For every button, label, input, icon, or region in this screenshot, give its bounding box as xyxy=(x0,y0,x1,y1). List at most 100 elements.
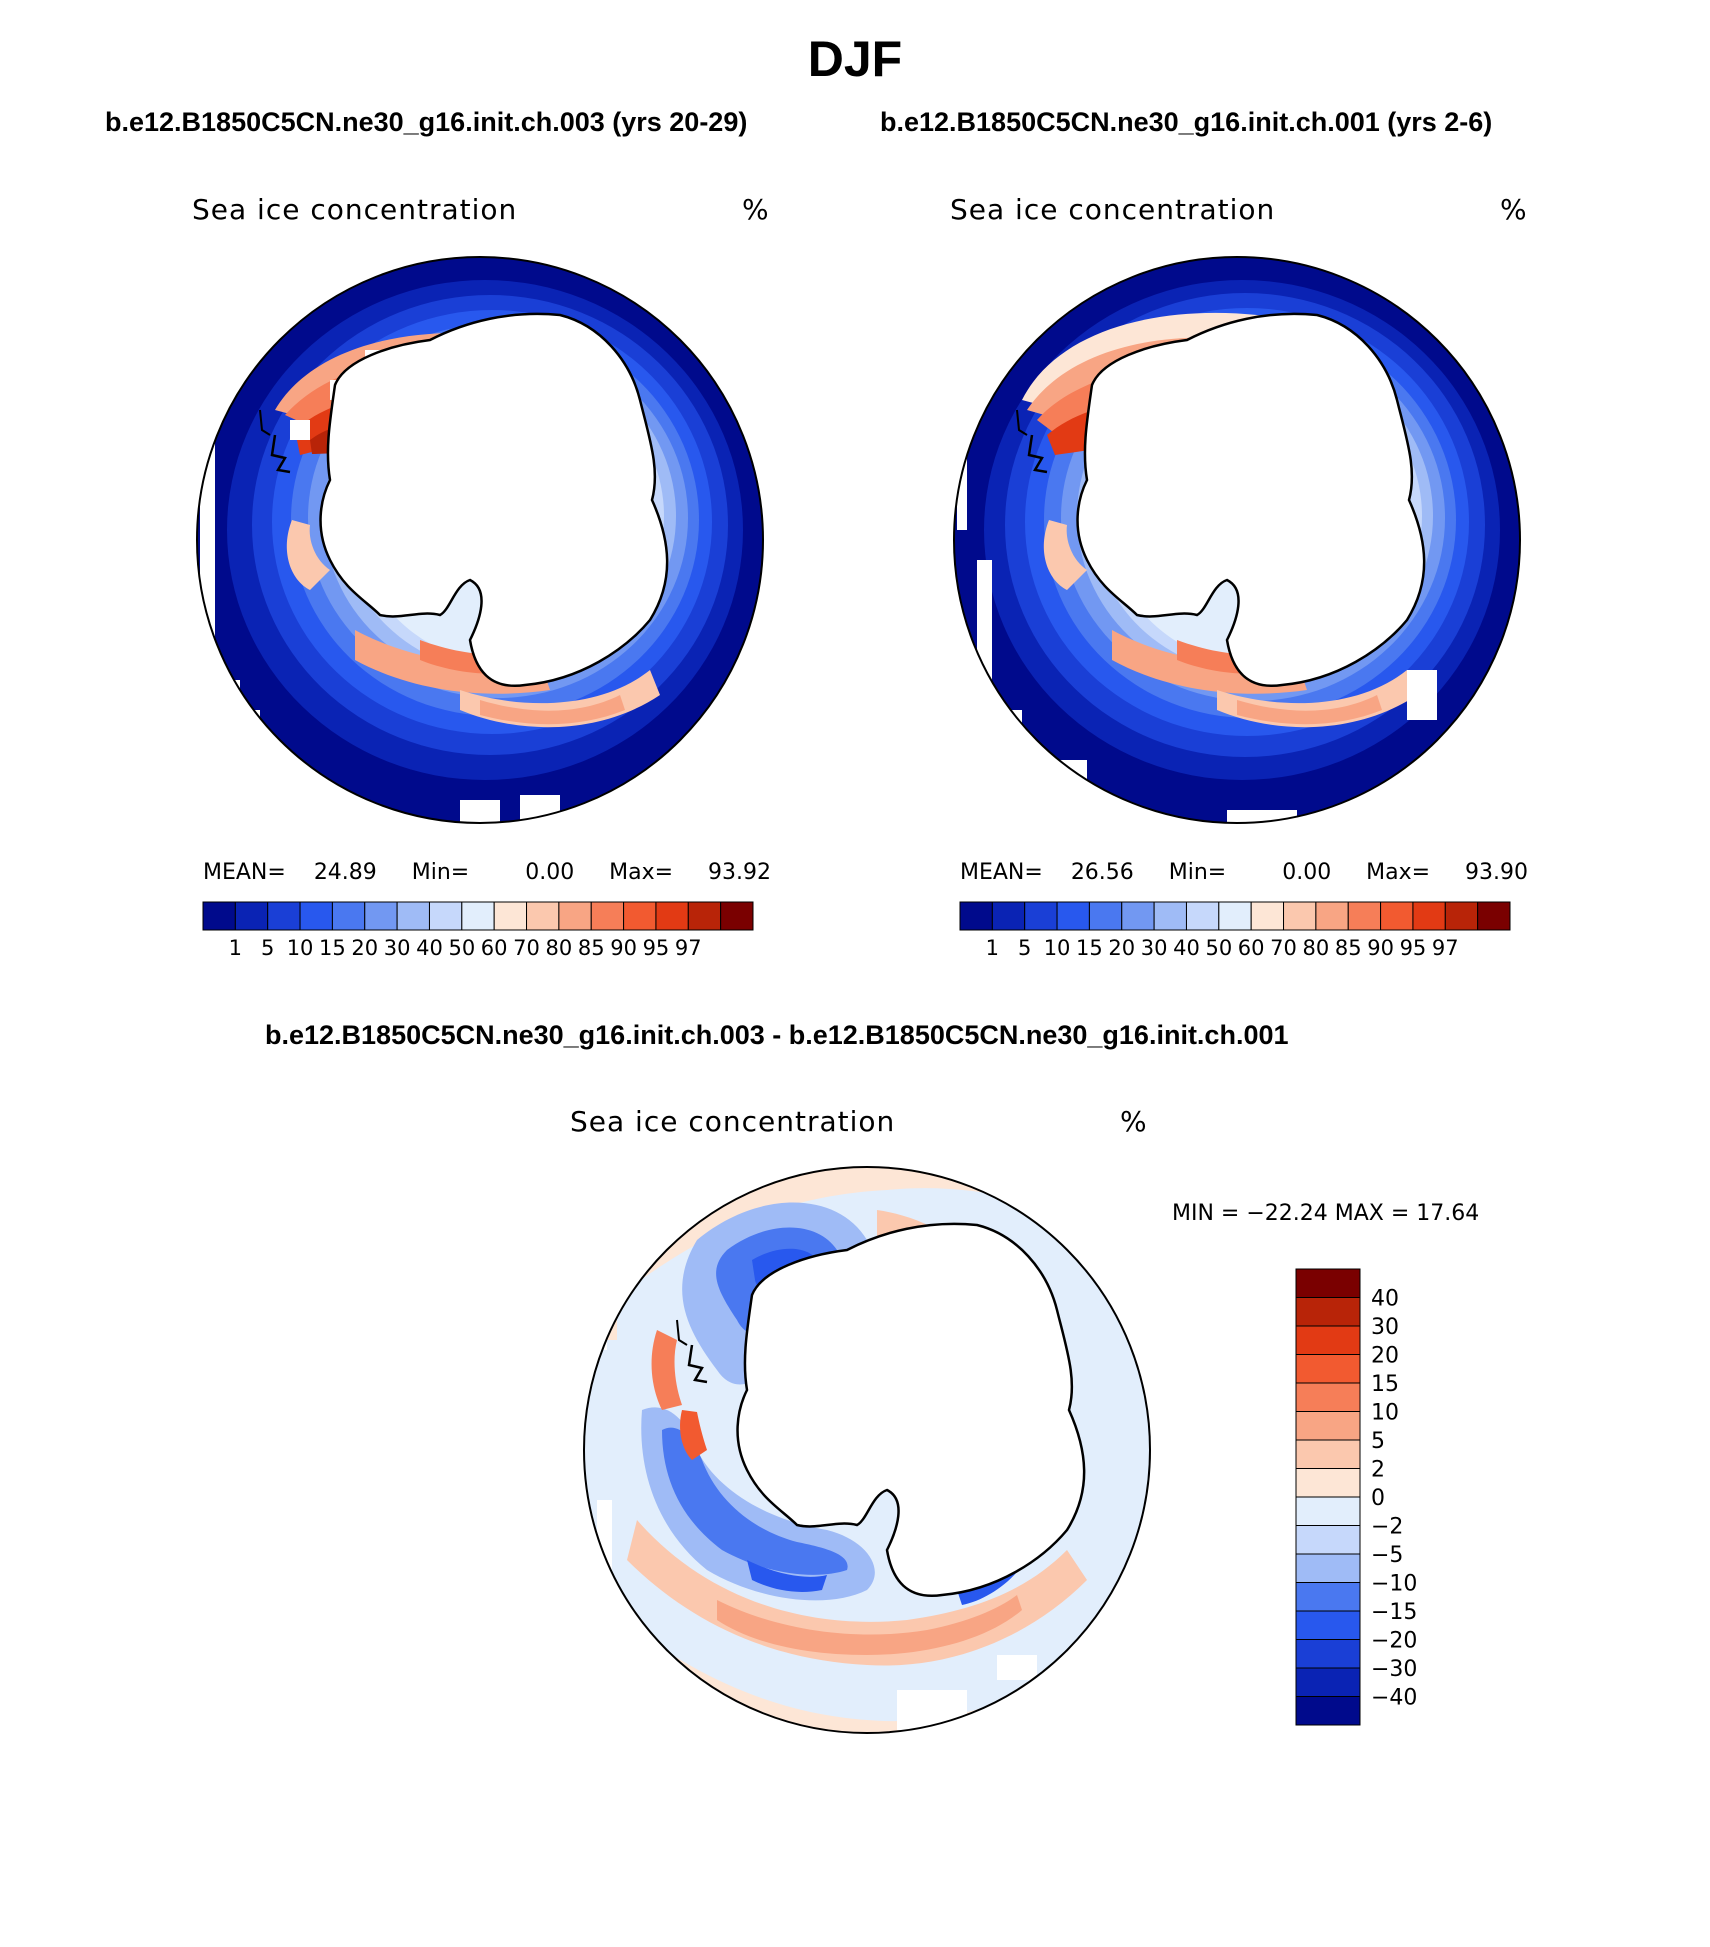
difference-colorbar-tick-label: 20 xyxy=(1371,1344,1399,1369)
difference-colorbar-tick-label: 0 xyxy=(1371,1486,1385,1511)
panel1-colorbar-tick-label: 60 xyxy=(481,936,508,960)
diff-variable-label: Sea ice concentration xyxy=(570,1105,896,1138)
difference-title: b.e12.B1850C5CN.ne30_g16.init.ch.003 - b… xyxy=(265,1020,1289,1050)
difference-colorbar-tick-label: −2 xyxy=(1371,1515,1403,1540)
panel1-min-label: Min= xyxy=(411,860,470,885)
panel2-colorbar-tick-label: 90 xyxy=(1367,936,1394,960)
difference-colorbar-swatch xyxy=(1295,1667,1361,1697)
difference-colorbar-swatch xyxy=(1295,1610,1361,1640)
difference-colorbar-swatch xyxy=(1295,1525,1361,1555)
panel2-variable-label: Sea ice concentration xyxy=(950,193,1276,226)
panel2-colorbar-swatch xyxy=(1477,901,1511,931)
panel1-colorbar-swatch xyxy=(623,901,657,931)
panel2-max-label: Max= xyxy=(1366,860,1431,885)
panel1-colorbar-tick-label: 20 xyxy=(351,936,378,960)
panel1-colorbar-swatch xyxy=(267,901,301,931)
diff-units-label: % xyxy=(1120,1105,1148,1138)
panel2-colorbar-tick-label: 40 xyxy=(1173,936,1200,960)
panel2-colorbar-tick-label: 5 xyxy=(1018,936,1031,960)
panel2-colorbar-tick-label: 85 xyxy=(1335,936,1362,960)
panel2-colorbar-tick-label: 50 xyxy=(1205,936,1232,960)
panel2-colorbar-swatch xyxy=(991,901,1026,931)
panel1-colorbar-swatch xyxy=(234,901,269,931)
panel2-colorbar-tick-label: 1 xyxy=(986,936,999,960)
panel2-colorbar-tick-label: 30 xyxy=(1141,936,1168,960)
difference-colorbar-tick-label: −10 xyxy=(1371,1572,1417,1597)
panel2-map xyxy=(953,256,1521,824)
panel1-colorbar-swatch xyxy=(655,901,689,931)
panel2-min-label: Min= xyxy=(1168,860,1227,885)
difference-colorbar-swatch xyxy=(1295,1639,1361,1669)
difference-colorbar-swatch xyxy=(1295,1496,1361,1526)
difference-colorbar-swatch xyxy=(1295,1439,1361,1469)
panel2-colorbar-tick-label: 95 xyxy=(1400,936,1427,960)
panel2-mean-label: MEAN= xyxy=(960,860,1043,885)
panel1-mean-value: 24.89 xyxy=(313,860,377,885)
panel1-map xyxy=(196,256,764,824)
panel1-colorbar-tick-label: 15 xyxy=(319,936,346,960)
panel1-colorbar-swatch xyxy=(461,901,495,931)
panel1-colorbar-tick-label: 70 xyxy=(513,936,540,960)
panel2-colorbar: 1 5 10 15 20 30 40 50 60 70 80 85 90 95 97 xyxy=(959,901,1511,960)
figure-title: DJF xyxy=(807,31,903,87)
difference-colorbar-tick-label: 15 xyxy=(1371,1372,1399,1397)
panel2-colorbar-swatch xyxy=(1444,901,1479,931)
panel2-colorbar-swatch xyxy=(1056,901,1090,931)
panel2-colorbar-swatch xyxy=(1347,901,1382,931)
panel2-colorbar-tick-label: 97 xyxy=(1432,936,1459,960)
panel1-colorbar-swatch xyxy=(202,901,236,931)
panel1-colorbar-tick-label: 85 xyxy=(578,936,605,960)
panel1-colorbar-tick-label: 10 xyxy=(287,936,314,960)
panel1-colorbar-tick-label: 50 xyxy=(448,936,475,960)
difference-colorbar-swatch xyxy=(1295,1354,1361,1384)
difference-colorbar-swatch xyxy=(1295,1582,1361,1612)
panel2-mean-value: 26.56 xyxy=(1070,860,1134,885)
panel1-colorbar-swatch xyxy=(299,901,333,931)
difference-colorbar-swatch xyxy=(1295,1411,1361,1441)
panel1-colorbar-tick-label: 40 xyxy=(416,936,443,960)
panel2-colorbar-tick-label: 10 xyxy=(1044,936,1071,960)
difference-colorbar-swatch xyxy=(1295,1268,1361,1298)
panel2-colorbar-swatch xyxy=(1153,901,1187,931)
difference-colorbar-tick-label: 10 xyxy=(1371,1401,1399,1426)
panel2-colorbar-tick-label: 20 xyxy=(1108,936,1135,960)
difference-colorbar-swatch xyxy=(1295,1468,1361,1498)
difference-colorbar-tick-label: 40 xyxy=(1371,1287,1399,1312)
panel1-colorbar-swatch xyxy=(590,901,625,931)
panel1-stats: MEAN= 24.89 Min= 0.00 Max= 93.92 xyxy=(203,860,771,885)
panel1-colorbar-tick-label: 90 xyxy=(610,936,637,960)
difference-colorbar-tick-label: −5 xyxy=(1371,1543,1403,1568)
panel2-colorbar-swatch xyxy=(1380,901,1414,931)
panel2-colorbar-swatch xyxy=(1088,901,1123,931)
difference-colorbar-swatch xyxy=(1295,1382,1361,1412)
difference-colorbar-tick-label: −40 xyxy=(1371,1686,1417,1711)
panel1-max-value: 93.92 xyxy=(708,860,772,885)
panel2-colorbar-swatch xyxy=(1121,901,1155,931)
panel1-max-label: Max= xyxy=(609,860,674,885)
diff-minmax: MIN = −22.24 MAX = 17.64 xyxy=(1172,1201,1480,1226)
difference-colorbar-tick-label: 5 xyxy=(1371,1429,1385,1454)
right-panel-subtitle: b.e12.B1850C5CN.ne30_g16.init.ch.001 (yr… xyxy=(880,107,1493,137)
panel1-colorbar-swatch xyxy=(331,901,366,931)
panel2-stats: MEAN= 26.56 Min= 0.00 Max= 93.90 xyxy=(960,860,1528,885)
panel1-units-label: % xyxy=(742,193,770,226)
panel2-colorbar-swatch xyxy=(1024,901,1058,931)
panel1-colorbar-swatch xyxy=(493,901,528,931)
difference-map xyxy=(583,1166,1151,1734)
left-panel-subtitle: b.e12.B1850C5CN.ne30_g16.init.ch.003 (yr… xyxy=(105,107,748,137)
panel1-colorbar-swatch xyxy=(687,901,722,931)
panel1-colorbar-swatch xyxy=(720,901,754,931)
difference-colorbar-swatch xyxy=(1295,1696,1361,1726)
panel2-colorbar-swatch xyxy=(1283,901,1317,931)
difference-colorbar-tick-label: 30 xyxy=(1371,1315,1399,1340)
panel2-colorbar-swatch xyxy=(1218,901,1252,931)
panel2-colorbar-tick-label: 15 xyxy=(1076,936,1103,960)
panel1-colorbar-swatch xyxy=(364,901,398,931)
panel2-min-value: 0.00 xyxy=(1282,860,1332,885)
panel1-colorbar-swatch xyxy=(526,901,560,931)
panel1-colorbar-tick-label: 1 xyxy=(229,936,242,960)
panel1-colorbar-tick-label: 80 xyxy=(546,936,573,960)
panel1-colorbar-swatch xyxy=(428,901,463,931)
panel2-colorbar-tick-label: 60 xyxy=(1238,936,1265,960)
